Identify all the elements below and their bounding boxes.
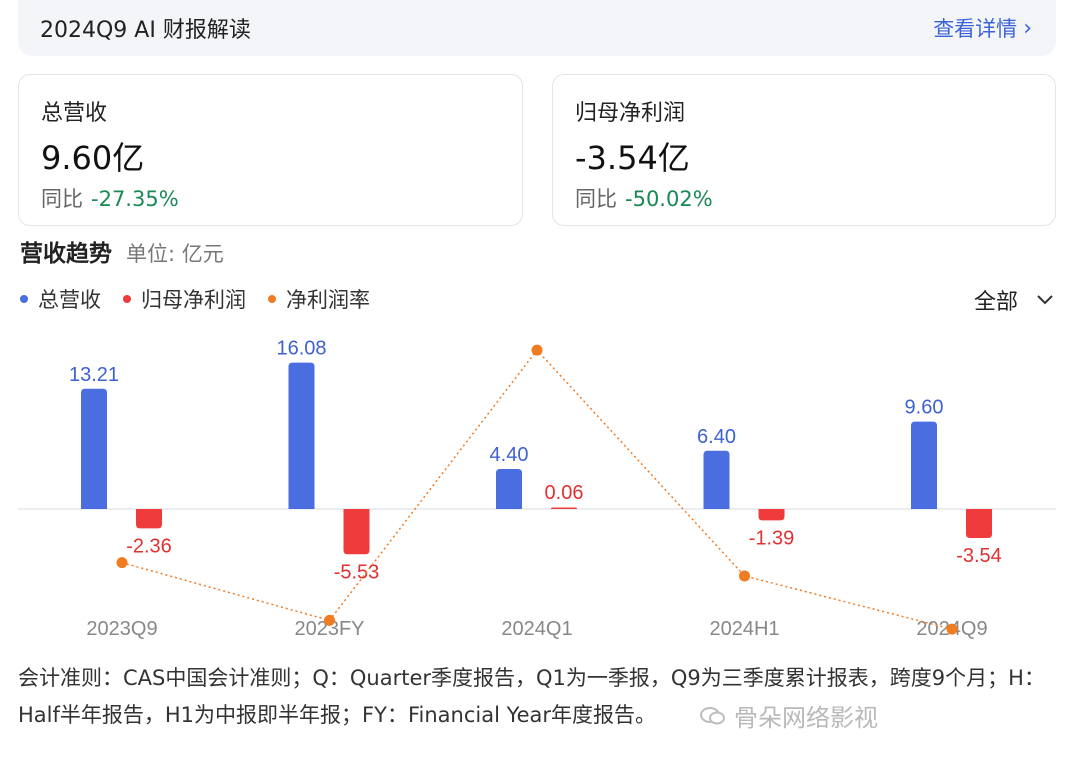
revenue-card: 总营收 9.60亿 同比 -27.35% [18, 74, 523, 226]
revenue-trend-chart: 13.21 -2.36 2023Q9 16.08 -5.53 2023FY 4.40 0.06… [18, 338, 1056, 640]
revenue-yoy-label: 同比 [41, 187, 83, 211]
revenue-bar [288, 362, 315, 509]
header-bar: 2024Q9 AI 财报解读 查看详情 › [18, 0, 1056, 56]
net-profit-data-label: -1.39 [749, 527, 795, 549]
legend-dot-icon [268, 295, 276, 303]
net-profit-bar [551, 507, 577, 509]
chart-legend: 总营收 归母净利润 净利润率 [20, 284, 370, 314]
revenue-yoy-value: -27.35% [91, 187, 179, 211]
revenue-yoy: 同比 -27.35% [41, 183, 500, 213]
net-profit-card-label: 归母净利润 [575, 101, 686, 126]
net-profit-data-label: -2.36 [126, 535, 172, 557]
view-details-link[interactable]: 查看详情 › [933, 13, 1032, 43]
revenue-bar [81, 388, 107, 509]
revenue-data-label: 16.08 [276, 338, 326, 360]
net-margin-point [531, 344, 543, 356]
legend-label-net-margin: 净利润率 [286, 288, 370, 312]
legend-label-revenue: 总营收 [38, 288, 101, 312]
footer-note: 会计准则：CAS中国会计准则；Q：Quarter季度报告，Q1为一季报，Q9为三… [18, 666, 1045, 727]
revenue-data-label: 6.40 [697, 426, 736, 448]
net-profit-card: 归母净利润 -3.54亿 同比 -50.02% [552, 74, 1056, 226]
x-tick-label: 2024Q1 [501, 618, 572, 640]
trend-title: 营收趋势 [20, 241, 112, 267]
revenue-data-label: 4.40 [490, 444, 529, 466]
revenue-data-label: 13.21 [69, 364, 119, 386]
net-profit-bar [343, 509, 370, 555]
net-margin-line [121, 348, 953, 630]
revenue-bar [496, 468, 522, 509]
legend-item-net-margin[interactable]: 净利润率 [268, 284, 370, 314]
net-profit-yoy-label: 同比 [575, 187, 617, 211]
x-tick-label: 2024H1 [709, 618, 779, 640]
net-profit-yoy: 同比 -50.02% [575, 183, 1033, 213]
range-select-value: 全部 [973, 290, 1018, 315]
legend-dot-icon [20, 295, 28, 303]
watermark-text: 骨朵网络影视 [734, 704, 878, 732]
net-profit-bar [758, 509, 785, 521]
revenue-bar [911, 421, 937, 509]
revenue-data-label: 9.60 [905, 397, 944, 419]
view-details-label: 查看详情 [933, 17, 1018, 41]
legend-dot-icon [123, 295, 131, 303]
trend-header: 营收趋势 单位: 亿元 [20, 234, 224, 268]
net-profit-data-label: 0.06 [545, 482, 584, 504]
net-profit-bar [136, 509, 162, 529]
legend-label-net-profit: 归母净利润 [141, 288, 246, 312]
legend-item-revenue[interactable]: 总营收 [20, 284, 101, 314]
legend-item-net-profit[interactable]: 归母净利润 [123, 284, 246, 314]
header-title: 2024Q9 AI 财报解读 [40, 18, 251, 43]
trend-unit: 单位: 亿元 [126, 242, 224, 266]
watermark: 骨朵网络影视 [700, 698, 878, 733]
x-tick-label: 2023FY [294, 618, 364, 640]
x-tick-label: 2023Q9 [86, 618, 157, 640]
net-profit-data-label: -5.53 [334, 561, 380, 583]
revenue-card-value: 9.60亿 [41, 139, 145, 177]
net-profit-bar [966, 509, 992, 538]
net-profit-card-value: -3.54亿 [575, 139, 690, 177]
net-margin-point [324, 614, 335, 626]
net-profit-yoy-value: -50.02% [625, 187, 713, 211]
net-margin-point [946, 623, 958, 635]
wechat-icon [700, 706, 725, 724]
chevron-down-icon [1037, 295, 1053, 305]
net-margin-point [116, 557, 128, 569]
revenue-card-label: 总营收 [41, 101, 108, 126]
chevron-right-icon: › [1023, 15, 1032, 41]
net-profit-data-label: -3.54 [956, 545, 1002, 567]
range-select[interactable]: 全部 [974, 284, 1054, 316]
revenue-bar [703, 450, 730, 509]
net-margin-point [739, 570, 750, 582]
